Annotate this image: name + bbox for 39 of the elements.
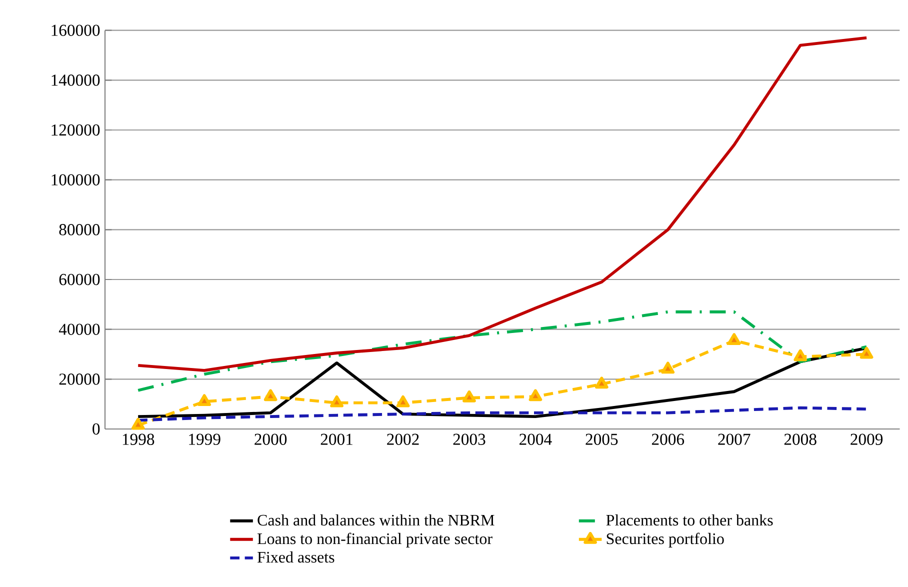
point: [462, 390, 476, 402]
point: [131, 418, 145, 430]
point: [528, 389, 542, 402]
legend-label: Cash and balances within the NBRM: [258, 514, 494, 526]
y-tick-label: 40000: [58, 324, 100, 335]
x-tick-label: 2006: [652, 434, 684, 445]
y-tick-label: 120000: [52, 124, 100, 136]
x-tick-label: 2001: [320, 434, 352, 445]
x-tick-label: 2007: [718, 434, 750, 445]
point: [661, 362, 675, 374]
point: [860, 346, 874, 359]
point: [727, 333, 741, 346]
x-tick-label: 2002: [387, 434, 419, 445]
x-tick-label: 2004: [520, 434, 552, 445]
y-tick-label: 0: [92, 423, 100, 435]
x-tick-label: 2005: [586, 434, 618, 445]
y-tick-label: 20000: [59, 374, 100, 385]
x-tick-label: 2003: [453, 434, 486, 445]
x-tick-label: 2000: [254, 434, 287, 445]
line-series: [136, 36, 868, 372]
y-tick-label: 80000: [59, 224, 100, 236]
y-tick-label: 140000: [52, 74, 100, 86]
x-tick-label: 1998: [122, 434, 154, 445]
legend-label: Loans to non-financial private sector: [258, 532, 492, 548]
legend-label: Fixed assets: [258, 551, 334, 563]
point: [264, 389, 278, 402]
x-tick-label: 2009: [850, 434, 883, 445]
point: [595, 376, 608, 389]
point: [330, 395, 344, 408]
x-tick-label: 1999: [189, 434, 220, 445]
point: [396, 395, 410, 408]
point: [198, 394, 212, 406]
y-tick-label: 60000: [59, 274, 100, 286]
y-tick-label: 100000: [52, 174, 100, 186]
x-tick-label: 2008: [784, 434, 816, 445]
legend-label: Securites portfolio: [606, 532, 724, 548]
point: [794, 349, 807, 362]
legend-label: Placements to other banks: [606, 514, 773, 526]
y-tick-label: 160000: [52, 24, 100, 36]
